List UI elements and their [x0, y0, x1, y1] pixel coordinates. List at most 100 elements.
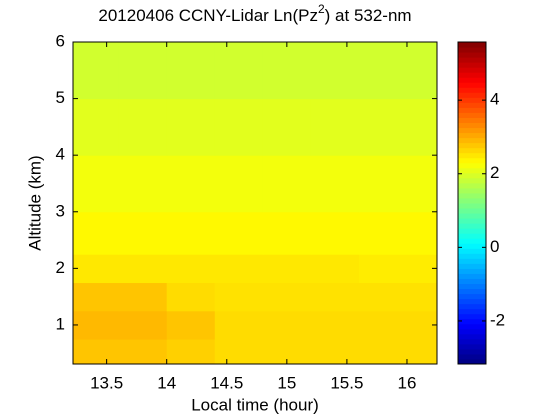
heatmap-cell [214, 98, 264, 156]
colorbar-segment [458, 343, 486, 350]
heatmap-cell [73, 98, 120, 156]
colorbar-segment [458, 328, 486, 335]
colorbar-segment [458, 142, 486, 149]
heatmap-cell [310, 98, 360, 156]
colorbar-segment [458, 293, 486, 300]
heatmap-cell [118, 98, 168, 156]
title-end: ) at 532-nm [325, 6, 412, 25]
colorbar-segment [458, 167, 486, 174]
heatmap-cell [166, 339, 216, 365]
heatmap-cell [166, 282, 216, 312]
colorbar-segment [458, 42, 486, 48]
heatmap-cell [310, 339, 360, 365]
heatmap-cell [73, 310, 120, 340]
heatmap-cell [406, 339, 438, 365]
colorbar-segment [458, 157, 486, 164]
heatmap-cell [118, 155, 168, 213]
heatmap-cell [262, 310, 312, 340]
colorbar-segment [458, 248, 486, 254]
colorbar-segment [458, 67, 486, 73]
heatmap-cell [118, 42, 168, 100]
colorbar-tick-label: 0 [490, 237, 499, 256]
colorbar-segment [458, 288, 486, 295]
heatmap-cell [73, 339, 120, 365]
heatmap-cell [118, 282, 168, 312]
colorbar-segment [458, 268, 486, 274]
heatmap-cell [73, 211, 120, 255]
colorbar-segment [458, 348, 486, 355]
heatmap-cell [166, 211, 216, 255]
colorbar-segment [458, 107, 486, 113]
colorbar-segment [458, 62, 486, 68]
plot-frame [72, 41, 438, 365]
x-tick-label: 15 [277, 373, 296, 392]
colorbar-segment [458, 77, 486, 83]
colorbar-segment [458, 238, 486, 244]
heatmap-cell [118, 339, 168, 365]
colorbar-segment [458, 172, 486, 179]
colorbar-segment [458, 263, 486, 269]
colorbar-segment [458, 117, 486, 123]
colorbar-segment [458, 358, 486, 365]
colorbar-segment [458, 223, 486, 229]
heatmap-cell [358, 42, 408, 100]
x-tick-label: 16 [398, 373, 417, 392]
heatmap-cell [73, 282, 120, 312]
colorbar-segment [458, 208, 486, 214]
colorbar-segment [458, 92, 486, 98]
colorbar-segment [458, 218, 486, 224]
heatmap-cell [310, 310, 360, 340]
colorbar-segment [458, 177, 486, 184]
colorbar-segment [458, 318, 486, 325]
colorbar-segment [458, 137, 486, 144]
heatmap-cell [262, 98, 312, 156]
colorbar-segment [458, 308, 486, 315]
colorbar-segment [458, 228, 486, 234]
colorbar-segment [458, 192, 486, 199]
x-axis-label: Local time (hour) [191, 395, 319, 414]
colorbar-tick-label: 4 [490, 90, 499, 109]
colorbar-segment [458, 353, 486, 360]
heatmap-cell [358, 310, 408, 340]
colorbar-segment [458, 203, 486, 209]
colorbar-segment [458, 127, 486, 134]
y-axis-label: Altitude (km) [25, 155, 44, 250]
colorbar-segment [458, 233, 486, 239]
colorbar-segment [458, 87, 486, 93]
heatmap-cell [358, 282, 408, 312]
colorbar-segment [458, 122, 486, 129]
colorbar-segment [458, 147, 486, 154]
colorbar-segment [458, 57, 486, 63]
heatmap-cell [214, 282, 264, 312]
heatmap-cell [166, 254, 216, 284]
colorbar-segment [458, 97, 486, 103]
x-tick-label: 13.5 [90, 373, 123, 392]
colorbar-segment [458, 313, 486, 320]
heatmap-cell [310, 254, 360, 284]
colorbar-segment [458, 187, 486, 194]
colorbar-segment [458, 273, 486, 279]
colorbar-segment [458, 298, 486, 305]
title-main: 20120406 CCNY-Lidar Ln(Pz [98, 6, 318, 25]
colorbar-segment [458, 243, 486, 249]
colorbar-segment [458, 182, 486, 189]
y-tick-label: 4 [56, 145, 65, 164]
heatmap-cell [214, 310, 264, 340]
heatmap-cell [166, 310, 216, 340]
heatmap-cell [118, 310, 168, 340]
colorbar-segment [458, 283, 486, 290]
heatmap-cell [262, 42, 312, 100]
x-tick-label: 14 [157, 373, 176, 392]
colorbar-segment [458, 258, 486, 264]
heatmap-cell [358, 254, 408, 284]
heatmap-cell [262, 155, 312, 213]
colorbar-frame [457, 41, 487, 365]
heatmap-cell [214, 254, 264, 284]
colorbar-segment [458, 162, 486, 169]
colorbar-segment [458, 102, 486, 108]
heatmap-cell [310, 211, 360, 255]
x-tick-label: 15.5 [330, 373, 363, 392]
colorbar-segment [458, 213, 486, 219]
y-tick-label: 2 [56, 258, 65, 277]
colorbar-segment [458, 132, 486, 139]
